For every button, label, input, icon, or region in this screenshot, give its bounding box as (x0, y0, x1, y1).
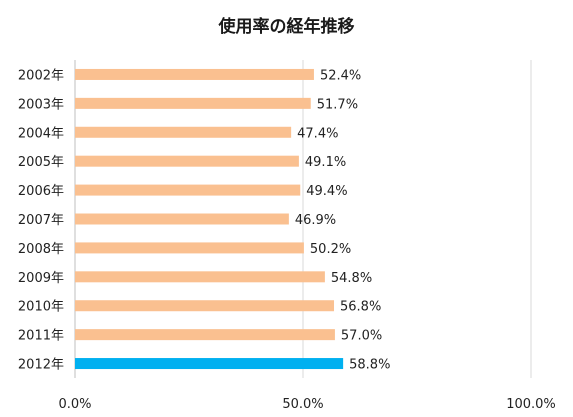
bar-2004年 (75, 126, 292, 138)
category-label: 2006年 (18, 184, 64, 199)
value-label: 54.8% (331, 271, 372, 286)
value-label: 46.9% (295, 213, 336, 228)
bar-2008年 (75, 242, 304, 254)
bar-2011年 (75, 329, 335, 341)
chart-title: 使用率の経年推移 (218, 17, 355, 37)
category-label: 2012年 (18, 358, 64, 373)
bar-2002年 (75, 68, 314, 80)
bar-2007年 (75, 213, 289, 225)
label-layer: 0.0% 50.0% 100.0% 2002年 52.4% 2003年 51.7% 2004年… (18, 68, 556, 412)
value-label: 56.8% (340, 300, 381, 315)
bar-2003年 (75, 97, 311, 109)
x-tick-label: 100.0% (506, 397, 556, 412)
category-label: 2007年 (18, 213, 64, 228)
bar-2010年 (75, 300, 335, 312)
category-label: 2004年 (18, 126, 64, 141)
category-label: 2008年 (18, 242, 64, 257)
bar-2009年 (75, 271, 325, 283)
category-label: 2003年 (18, 97, 64, 112)
bar-2012年 (75, 358, 344, 370)
bar-2005年 (75, 155, 299, 167)
value-label: 58.8% (349, 358, 390, 373)
value-label: 50.2% (310, 242, 351, 257)
category-label: 2011年 (18, 329, 64, 344)
x-tick-label: 50.0% (282, 397, 323, 412)
bar-2006年 (75, 184, 301, 196)
value-label: 57.0% (341, 329, 382, 344)
x-tick-label: 0.0% (58, 397, 91, 412)
value-label: 51.7% (317, 97, 358, 112)
bar-layer (75, 68, 344, 370)
value-label: 47.4% (297, 126, 338, 141)
category-label: 2005年 (18, 155, 64, 170)
category-label: 2002年 (18, 68, 64, 83)
value-label: 49.1% (305, 155, 346, 170)
category-label: 2010年 (18, 300, 64, 315)
category-label: 2009年 (18, 271, 64, 286)
value-label: 49.4% (306, 184, 347, 199)
value-label: 52.4% (320, 68, 361, 83)
